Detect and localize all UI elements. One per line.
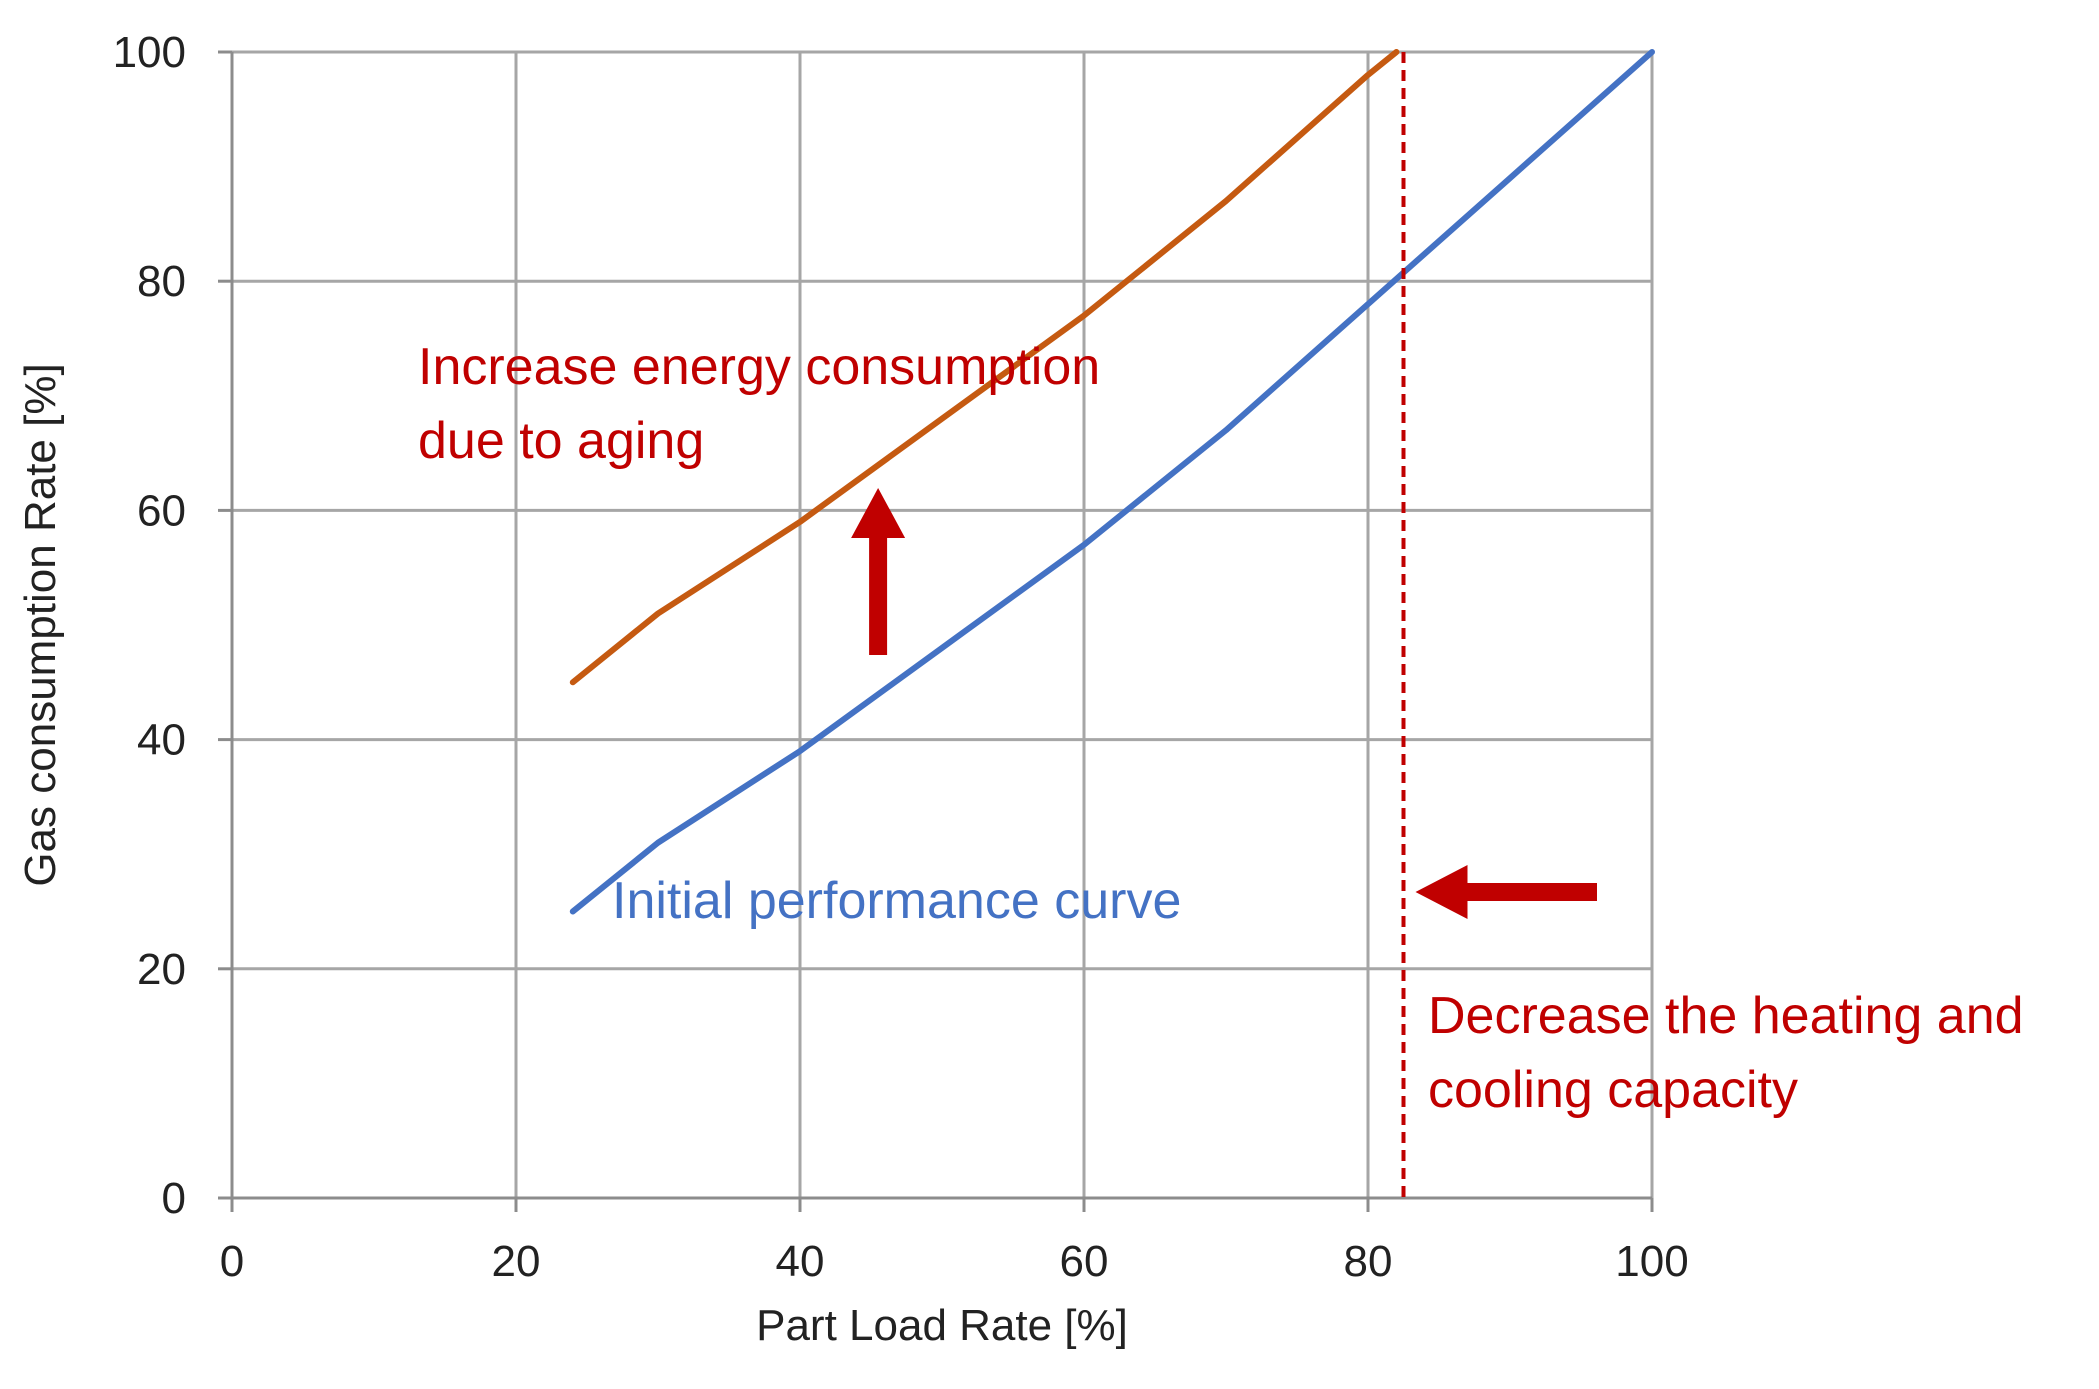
y-tick-label: 100 (113, 28, 186, 77)
aging-annotation-line: Increase energy consumption (418, 338, 1100, 396)
aging-annotation-line: due to aging (418, 412, 704, 470)
y-tick-label: 40 (137, 716, 186, 765)
capacity-annotation-line: Decrease the heating and (1428, 987, 2024, 1045)
y-tick-label: 60 (137, 486, 186, 535)
y-axis-title: Gas consumption Rate [%] (16, 363, 65, 886)
x-tick-label: 20 (492, 1237, 541, 1286)
y-tick-label: 20 (137, 945, 186, 994)
aged-performance-line (569, 49, 1400, 686)
y-tick-label: 80 (137, 257, 186, 306)
x-tick-label: 100 (1615, 1237, 1688, 1286)
capacity-annotation-line: cooling capacity (1428, 1061, 1798, 1119)
x-tick-label: 60 (1060, 1237, 1109, 1286)
initial-performance-line (569, 49, 1655, 915)
x-tick-label: 40 (776, 1237, 825, 1286)
left-arrow (1415, 865, 1597, 919)
up-arrow (851, 488, 906, 655)
x-axis-title: Part Load Rate [%] (756, 1301, 1128, 1350)
initial-curve-annotation-line: Initial performance curve (612, 872, 1181, 930)
y-tick-label: 0 (162, 1174, 186, 1223)
x-tick-label: 0 (220, 1237, 244, 1286)
x-tick-label: 80 (1344, 1237, 1393, 1286)
